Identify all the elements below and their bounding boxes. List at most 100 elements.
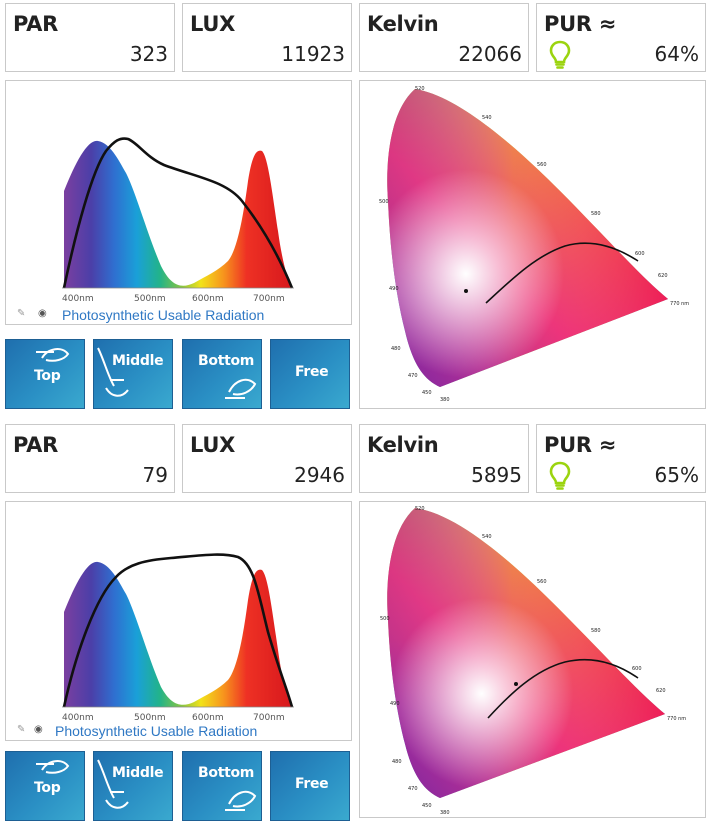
planckian-locus	[487, 658, 639, 719]
svg-text:480: 480	[392, 759, 402, 765]
svg-text:580: 580	[591, 211, 601, 217]
kelvin-card: Kelvin 22066	[359, 3, 529, 72]
eye-icon[interactable]: ◉	[34, 724, 43, 735]
spectrum-panel: 400nm 500nm 600nm 700nm ✎ ◉ Photosynthet…	[5, 80, 352, 325]
svg-text:770 nm: 770 nm	[667, 716, 686, 722]
lux-card: LUX 2946	[182, 424, 352, 493]
top-button-label: Top	[34, 368, 61, 384]
svg-text:470: 470	[408, 786, 418, 792]
lux-card: LUX 11923	[182, 3, 352, 72]
tick-600: 600nm	[192, 713, 224, 723]
tick-600: 600nm	[192, 294, 224, 304]
pur-value: 64%	[654, 42, 699, 66]
hand-icon	[97, 347, 129, 397]
pur-label: PUR ≈	[544, 12, 617, 36]
bottom-button-label: Bottom	[198, 765, 255, 781]
lightbulb-icon	[549, 461, 571, 490]
top-button[interactable]: Top	[5, 339, 85, 409]
svg-text:500: 500	[380, 616, 390, 622]
hand-icon	[36, 348, 70, 362]
svg-text:560: 560	[537, 579, 547, 585]
middle-button[interactable]: Middle	[93, 339, 173, 409]
kelvin-label: Kelvin	[367, 12, 439, 36]
pur-card: PUR ≈ 65%	[536, 424, 706, 493]
sensitivity-curve	[62, 137, 294, 289]
spectrum-fill	[64, 140, 292, 288]
tick-500: 500nm	[134, 713, 166, 723]
hand-icon	[97, 759, 129, 809]
spectrum-fill	[64, 561, 292, 707]
svg-text:450: 450	[422, 803, 432, 809]
svg-text:620: 620	[658, 273, 668, 279]
par-label: PAR	[13, 433, 58, 457]
link-icon[interactable]: ✎	[17, 308, 26, 319]
pur-label: PUR ≈	[544, 433, 617, 457]
svg-text:490: 490	[389, 286, 399, 292]
kelvin-value: 5895	[471, 463, 522, 487]
free-button[interactable]: Free	[270, 751, 350, 821]
svg-text:380: 380	[440, 397, 450, 403]
tick-700: 700nm	[253, 294, 285, 304]
link-icon[interactable]: ✎	[17, 724, 26, 735]
cie-chromaticity-diagram: 520 540 560 580 600 620 770 nm 500 490 4…	[379, 86, 689, 403]
svg-text:480: 480	[391, 346, 401, 352]
svg-text:600: 600	[635, 251, 645, 257]
svg-text:470: 470	[408, 373, 418, 379]
middle-button[interactable]: Middle	[93, 751, 173, 821]
tick-400: 400nm	[62, 294, 94, 304]
free-button-label: Free	[295, 364, 329, 380]
sensitivity-curve	[62, 553, 294, 708]
spectrum-chart: 400nm 500nm 600nm 700nm	[62, 553, 294, 723]
svg-text:620: 620	[656, 688, 666, 694]
lux-value: 2946	[294, 463, 345, 487]
kelvin-label: Kelvin	[367, 433, 439, 457]
top-button[interactable]: Top	[5, 751, 85, 821]
free-button-label: Free	[295, 776, 329, 792]
cie-panel: 520 540 560 580 600 620 770 nm 500 490 4…	[359, 80, 706, 409]
svg-text:520: 520	[415, 506, 425, 512]
tick-500: 500nm	[134, 294, 166, 304]
cie-panel: 520 540 560 580 600 620 770 nm 500 490 4…	[359, 501, 706, 818]
measured-point	[464, 289, 468, 293]
lightbulb-icon	[549, 40, 571, 69]
svg-text:490: 490	[390, 701, 400, 707]
pur-value: 65%	[654, 463, 699, 487]
free-button[interactable]: Free	[270, 339, 350, 409]
bottom-button-label: Bottom	[198, 353, 255, 369]
svg-text:560: 560	[537, 162, 547, 168]
middle-button-label: Middle	[112, 765, 164, 781]
pur-legend-link[interactable]: Photosynthetic Usable Radiation	[55, 723, 258, 739]
par-card: PAR 79	[5, 424, 175, 493]
cie-chromaticity-diagram: 520 540 560 580 600 620 770 nm 500 490 4…	[380, 506, 686, 816]
par-label: PAR	[13, 12, 58, 36]
spectrum-chart: 400nm 500nm 600nm 700nm	[62, 137, 294, 304]
eye-icon[interactable]: ◉	[38, 308, 47, 319]
svg-text:520: 520	[415, 86, 425, 92]
par-value: 323	[129, 42, 168, 66]
tick-700: 700nm	[253, 713, 285, 723]
pur-legend-link[interactable]: Photosynthetic Usable Radiation	[62, 307, 265, 323]
hand-icon	[225, 378, 257, 399]
tick-400: 400nm	[62, 713, 94, 723]
svg-text:380: 380	[440, 810, 450, 816]
par-card: PAR 323	[5, 3, 175, 72]
svg-text:770 nm: 770 nm	[670, 301, 689, 307]
top-button-label: Top	[34, 780, 61, 796]
par-value: 79	[142, 463, 168, 487]
svg-text:540: 540	[482, 534, 492, 540]
kelvin-card: Kelvin 5895	[359, 424, 529, 493]
lux-value: 11923	[281, 42, 345, 66]
svg-text:580: 580	[591, 628, 601, 634]
planckian-locus	[485, 242, 639, 304]
svg-text:450: 450	[422, 390, 432, 396]
measured-point	[514, 682, 518, 686]
lux-label: LUX	[190, 433, 235, 457]
svg-text:600: 600	[632, 666, 642, 672]
spectrum-panel: 400nm 500nm 600nm 700nm ✎ ◉ Photosynthet…	[5, 501, 352, 741]
hand-icon	[36, 760, 70, 774]
svg-text:540: 540	[482, 115, 492, 121]
svg-text:500: 500	[379, 199, 389, 205]
bottom-button[interactable]: Bottom	[182, 751, 262, 821]
bottom-button[interactable]: Bottom	[182, 339, 262, 409]
pur-card: PUR ≈ 64%	[536, 3, 706, 72]
